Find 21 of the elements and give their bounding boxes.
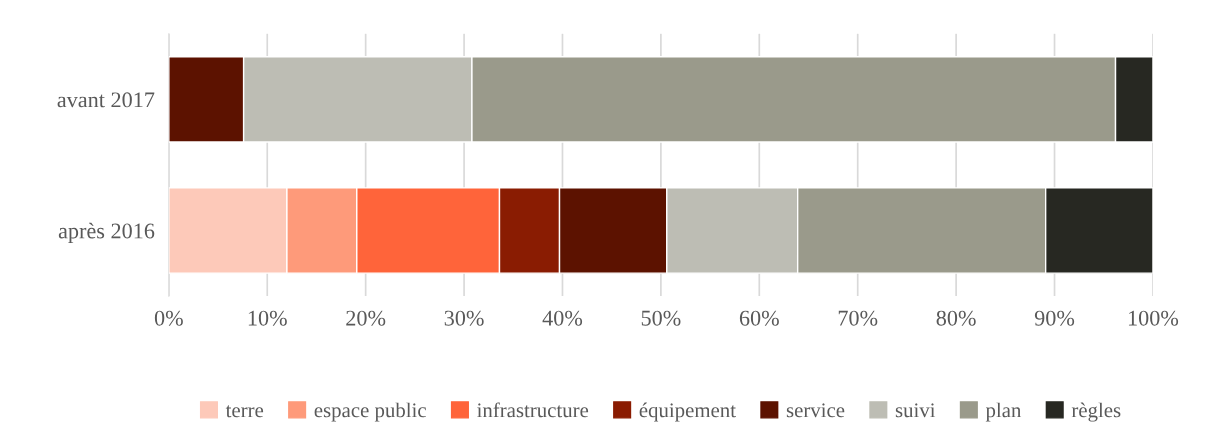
legend-label: plan bbox=[985, 402, 1022, 422]
x-tick-label: 10% bbox=[248, 310, 287, 326]
x-tick-label: 90% bbox=[1034, 310, 1075, 326]
legend-label: équipement bbox=[639, 402, 736, 422]
y-tick-label: avant 2017 bbox=[57, 92, 155, 108]
x-tick-label: 40% bbox=[542, 310, 583, 326]
x-tick-label: 100% bbox=[1128, 310, 1179, 326]
legend-label: espace public bbox=[314, 402, 426, 422]
x-tick-label: 50% bbox=[641, 310, 681, 326]
x-tick-label: 30% bbox=[444, 310, 484, 326]
legend-label: terre bbox=[225, 405, 264, 418]
legend-label: infrastructure bbox=[477, 402, 589, 418]
legend-label: service bbox=[786, 403, 845, 418]
x-tick-label: 0% bbox=[154, 310, 183, 326]
x-tick-label: 80% bbox=[936, 310, 976, 326]
x-tick-label: 70% bbox=[838, 310, 878, 326]
legend-label: suivi bbox=[895, 403, 936, 418]
y-tick-label: après 2016 bbox=[58, 222, 155, 243]
x-tick-label: 20% bbox=[346, 310, 386, 326]
x-tick-label: 60% bbox=[739, 310, 779, 326]
legend-label: règles bbox=[1071, 402, 1121, 422]
